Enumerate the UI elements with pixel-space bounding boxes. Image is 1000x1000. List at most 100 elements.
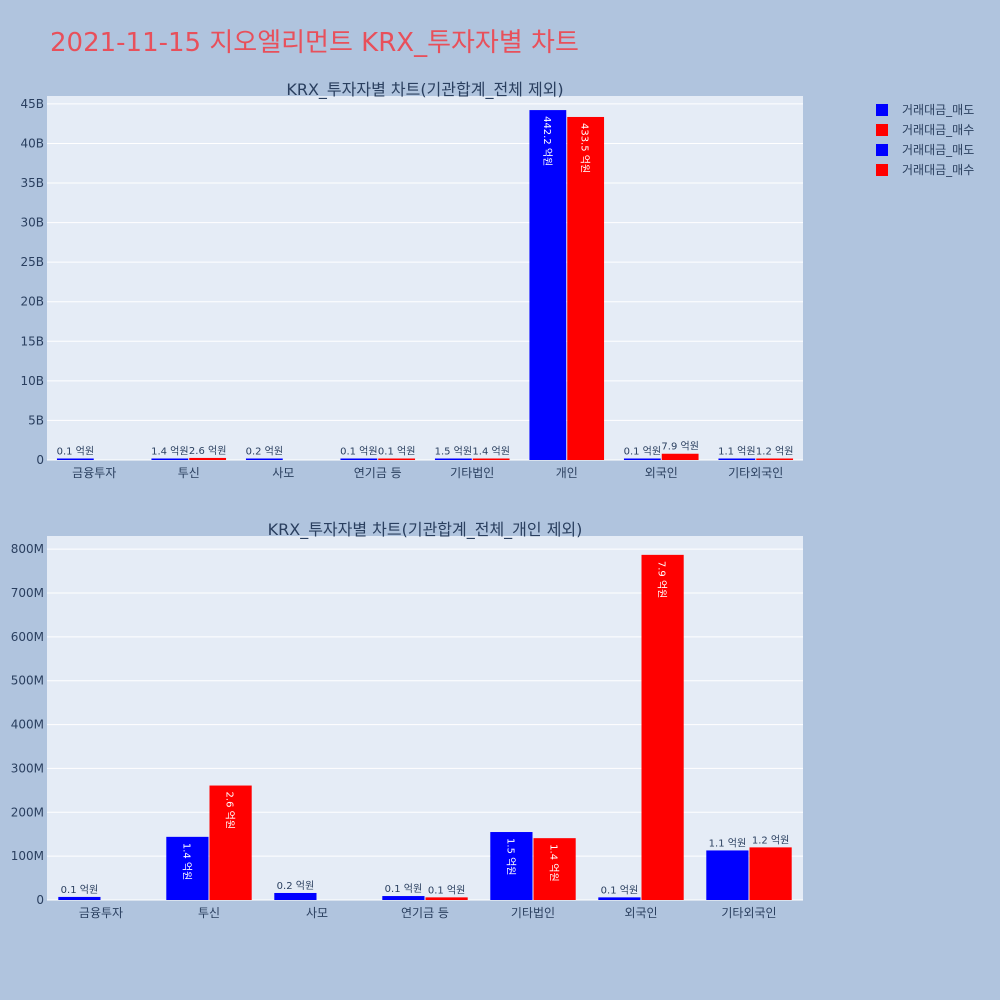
y-tick-label: 400M: [11, 718, 44, 732]
bar[interactable]: [749, 847, 792, 900]
y-tick-label: 40B: [20, 136, 44, 150]
chart-title: KRX_투자자별 차트(기관합계_전체 제외): [286, 80, 563, 100]
legend-label[interactable]: 거래대금_매수: [902, 163, 974, 177]
bar-label: 1.5 억원: [504, 838, 516, 875]
chart-title: KRX_투자자별 차트(기관합계_전체_개인 제외): [268, 520, 583, 540]
bar-label: 0.2 억원: [277, 880, 314, 892]
y-tick-label: 200M: [11, 805, 44, 819]
x-tick-label: 외국인: [645, 466, 678, 480]
y-tick-label: 100M: [11, 849, 44, 863]
legend-swatch[interactable]: [876, 164, 888, 176]
y-tick-label: 10B: [20, 374, 44, 388]
legend-swatch[interactable]: [876, 104, 888, 116]
bar[interactable]: [189, 457, 227, 460]
bar-label: 0.2 억원: [246, 446, 283, 458]
bar[interactable]: [718, 458, 756, 461]
bar-label: 0.1 억원: [340, 446, 377, 458]
bar[interactable]: [274, 892, 317, 900]
bar[interactable]: [434, 458, 472, 461]
bar[interactable]: [598, 897, 641, 900]
bar-label: 1.2 억원: [756, 446, 793, 458]
y-tick-label: 35B: [20, 176, 44, 190]
bar-label: 0.1 억원: [624, 446, 661, 458]
bar[interactable]: [661, 453, 699, 460]
plot-area: [47, 96, 803, 460]
x-tick-label: 투신: [178, 466, 200, 480]
bar[interactable]: [623, 458, 661, 461]
x-tick-label: 기타외국인: [721, 906, 776, 920]
legend-swatch[interactable]: [876, 144, 888, 156]
bar-label: 1.4 억원: [548, 844, 560, 881]
bar-label: 0.1 억원: [57, 446, 94, 458]
y-tick-label: 45B: [20, 97, 44, 111]
bar[interactable]: [472, 458, 510, 461]
y-tick-label: 15B: [20, 334, 44, 348]
chart-top: 0 5B 10B 15B 20B 25B 30B 35B 40B 45B KRX_투자자별 차트(기…: [20, 80, 803, 480]
y-tick-label: 0: [36, 453, 44, 467]
x-tick-label: 기타법인: [450, 466, 494, 480]
bar-label: 1.2 억원: [752, 834, 789, 846]
bar[interactable]: [490, 832, 533, 900]
x-tick-label: 연기금 등: [354, 466, 402, 480]
legend-label[interactable]: 거래대금_매수: [902, 123, 974, 137]
bar[interactable]: [56, 458, 94, 461]
x-tick-label: 사모: [306, 906, 328, 920]
x-tick-label: 금융투자: [79, 906, 123, 920]
bar-label: 1.5 억원: [435, 446, 472, 458]
bar[interactable]: [382, 896, 425, 900]
bar[interactable]: [706, 850, 749, 900]
y-tick-label: 800M: [11, 542, 44, 556]
page-title: 2021-11-15 지오엘리먼트 KRX_투자자별 차트: [50, 28, 579, 58]
bar-label: 2.6 억원: [224, 792, 236, 829]
bar-label: 1.4 억원: [151, 446, 188, 458]
x-tick-label: 기타법인: [511, 906, 555, 920]
x-tick-label: 금융투자: [72, 466, 116, 480]
bar-label: 1.1 억원: [709, 837, 746, 849]
bar-label: 433.5 억원: [579, 123, 591, 173]
y-tick-label: 20B: [20, 295, 44, 309]
x-tick-label: 투신: [198, 906, 220, 920]
bar[interactable]: [641, 554, 684, 900]
y-tick-label: 30B: [20, 216, 44, 230]
legend-label[interactable]: 거래대금_매도: [902, 103, 974, 117]
bar[interactable]: [529, 110, 567, 461]
bar-label: 0.1 억원: [61, 884, 98, 896]
bar[interactable]: [58, 896, 101, 900]
x-tick-label: 외국인: [624, 906, 657, 920]
bar[interactable]: [209, 785, 252, 900]
bar[interactable]: [166, 836, 209, 900]
bar[interactable]: [378, 458, 416, 461]
x-tick-label: 사모: [272, 466, 294, 480]
bar-label: 1.4 억원: [472, 446, 509, 458]
y-tick-label: 300M: [11, 761, 44, 775]
legend-label[interactable]: 거래대금_매도: [902, 143, 974, 157]
bar[interactable]: [533, 838, 576, 900]
y-tick-label: 25B: [20, 255, 44, 269]
bar[interactable]: [245, 458, 283, 461]
bar[interactable]: [756, 458, 794, 461]
x-tick-label: 연기금 등: [401, 906, 449, 920]
y-tick-label: 500M: [11, 674, 44, 688]
bar-label: 0.1 억원: [378, 446, 415, 458]
bar[interactable]: [340, 458, 378, 461]
bar-label: 2.6 억원: [189, 445, 226, 457]
legend-swatch[interactable]: [876, 124, 888, 136]
bar-label: 0.1 억원: [428, 884, 465, 896]
y-tick-label: 5B: [28, 413, 44, 427]
bar[interactable]: [567, 116, 605, 460]
bar-label: 1.4 억원: [180, 843, 192, 880]
x-tick-label: 기타외국인: [728, 466, 783, 480]
bar-label: 1.1 억원: [718, 446, 755, 458]
plot-area: [47, 536, 803, 900]
bar[interactable]: [425, 897, 468, 900]
y-tick-label: 700M: [11, 586, 44, 600]
bar-label: 0.1 억원: [601, 884, 638, 896]
x-tick-label: 개인: [556, 466, 578, 480]
bar-label: 7.9 억원: [656, 561, 668, 598]
bar-label: 0.1 억원: [385, 883, 422, 895]
bar[interactable]: [151, 458, 189, 461]
y-tick-label: 0: [36, 893, 44, 907]
chart-bottom: 0 100M 200M 300M 400M 500M 600M 700M 800M KRX_투자자…: [11, 520, 803, 920]
